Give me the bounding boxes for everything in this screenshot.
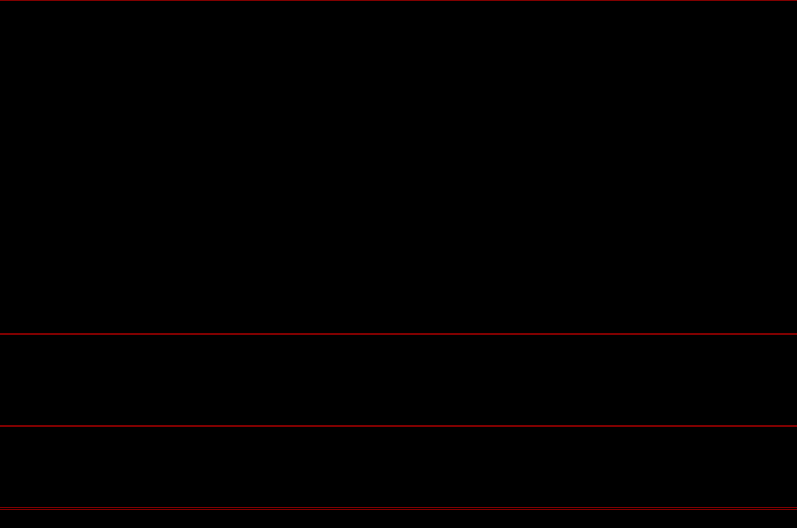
volume-panel [0, 334, 797, 426]
price-panel [0, 0, 797, 334]
time-axis [0, 509, 797, 528]
candlestick-chart[interactable] [0, 1, 797, 333]
macd-panel [0, 426, 797, 508]
macd-chart[interactable] [0, 427, 797, 507]
volume-chart[interactable] [0, 335, 797, 425]
